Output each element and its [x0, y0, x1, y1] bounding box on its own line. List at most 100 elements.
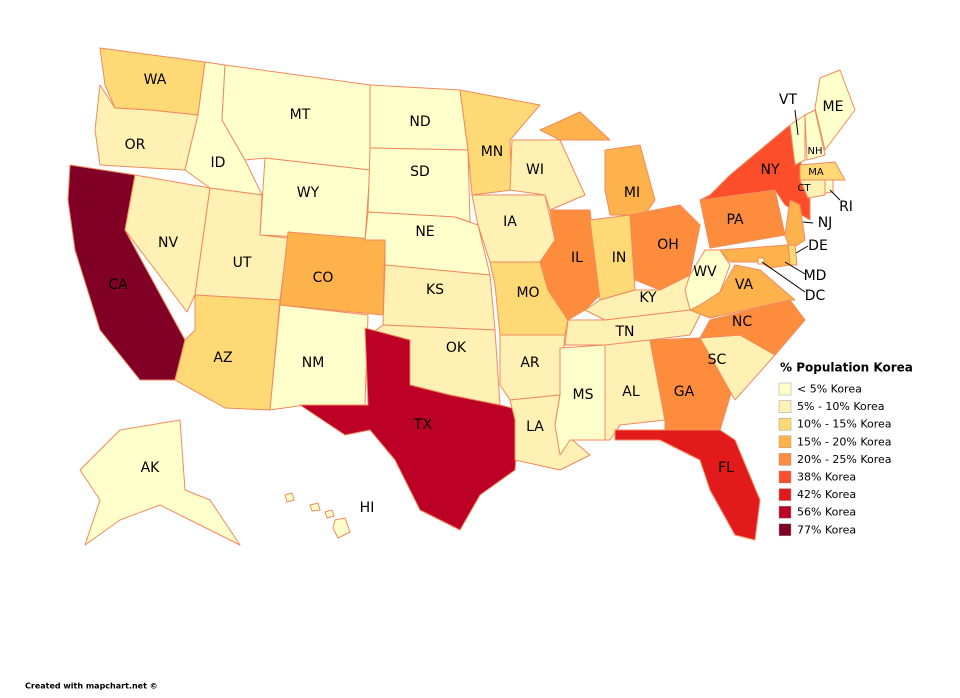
state-label: WA: [144, 72, 167, 88]
state-shape: [124, 174, 211, 313]
legend-swatch: [778, 435, 792, 449]
state-label: CT: [797, 183, 811, 194]
state-label: ID: [211, 155, 226, 171]
state-shape: [564, 304, 706, 346]
state-shape: [79, 419, 241, 546]
leader-line: [802, 221, 814, 224]
state-label: NE: [415, 224, 434, 240]
legend-swatch: [778, 453, 792, 466]
state-label: VT: [779, 92, 798, 108]
state-shape: [332, 517, 351, 539]
state-label: FL: [718, 460, 734, 476]
state-shape: [367, 147, 471, 223]
legend-swatch: [778, 505, 792, 519]
state-label: OK: [446, 340, 467, 356]
state-shape: [719, 244, 791, 269]
state-label: ND: [409, 114, 430, 130]
states: [67, 47, 856, 546]
leader-line: [794, 109, 799, 136]
state-shape: [324, 509, 335, 519]
state-label: MI: [624, 185, 640, 201]
state-shape: [799, 161, 846, 181]
state-label: NJ: [818, 215, 833, 231]
state-label: NC: [732, 314, 752, 330]
state-label: CA: [108, 277, 128, 293]
footer: Created with mapchart.net ©: [25, 682, 158, 691]
state-label: OH: [657, 237, 679, 253]
state-label: IA: [503, 214, 517, 230]
state-label: LA: [526, 419, 544, 435]
state-shape: [824, 179, 834, 194]
state-shape: [684, 249, 731, 311]
state-label: VA: [735, 277, 754, 293]
state-label: SC: [708, 352, 727, 368]
state-shape: [784, 199, 806, 251]
legend-label: < 5% Korea: [797, 383, 862, 396]
state-label: KY: [639, 290, 657, 306]
state-shape: [604, 144, 656, 216]
legend-swatch: [778, 382, 792, 396]
state-label: AZ: [213, 350, 232, 366]
state-label: TN: [614, 324, 634, 340]
legend-label: 56% Korea: [797, 506, 856, 519]
state-label: NM: [302, 355, 325, 371]
state-label: NY: [760, 162, 779, 178]
legend-label: 42% Korea: [797, 488, 856, 501]
legend-label: 38% Korea: [797, 471, 856, 484]
state-shape: [814, 69, 856, 151]
state-shape: [689, 264, 796, 319]
state-label: MD: [804, 268, 827, 284]
state-label: AK: [141, 460, 161, 476]
state-label: WY: [297, 185, 320, 201]
legend-label: 77% Korea: [797, 523, 856, 536]
state-label: MO: [516, 285, 539, 301]
leader-line: [795, 245, 809, 254]
state-shape: [699, 299, 806, 356]
state-label: TX: [413, 417, 433, 433]
legend-swatch: [778, 488, 792, 501]
legend-title: % Population Korea: [780, 361, 913, 375]
legend-swatch: [778, 417, 792, 431]
state-label: NH: [808, 146, 823, 157]
state-shape: [614, 429, 761, 541]
state-label: DE: [808, 238, 828, 254]
legend-swatch: [778, 523, 792, 537]
state-label: ME: [823, 99, 844, 115]
legend-label: 10% - 15% Korea: [797, 418, 892, 431]
state-label: WI: [526, 162, 544, 178]
state-label: DC: [805, 288, 826, 304]
legend-swatch: [778, 470, 792, 484]
state-label: WV: [693, 264, 717, 280]
state-label: MT: [290, 107, 311, 123]
legend-swatch: [778, 400, 792, 413]
state-label: KS: [426, 282, 444, 298]
state-shape: [284, 492, 295, 503]
state-label: PA: [726, 212, 744, 228]
legend-label: 5% - 10% Korea: [797, 400, 885, 413]
state-label: UT: [233, 255, 252, 271]
state-label: CO: [313, 270, 334, 286]
leader-line: [829, 189, 841, 201]
state-label: AL: [622, 384, 640, 400]
state-label: RI: [839, 199, 853, 215]
state-label: HI: [360, 500, 375, 516]
state-shape: [309, 502, 321, 512]
legend-label: 20% - 25% Korea: [797, 453, 892, 466]
state-shape: [699, 124, 811, 221]
state-shape: [539, 111, 611, 141]
state-label: NV: [158, 235, 178, 251]
state-shape: [804, 109, 826, 161]
state-label: MN: [481, 144, 504, 160]
state-shape: [299, 327, 521, 531]
state-label: OR: [125, 137, 146, 153]
state-label: GA: [674, 384, 695, 400]
state-label: AR: [520, 355, 540, 371]
leader-line: [761, 261, 806, 293]
state-label: IL: [571, 250, 583, 266]
state-shape: [799, 179, 826, 199]
state-label: IN: [612, 250, 627, 266]
state-label: SD: [410, 164, 430, 180]
state-label: MS: [573, 387, 594, 403]
state-shape: [789, 114, 806, 166]
